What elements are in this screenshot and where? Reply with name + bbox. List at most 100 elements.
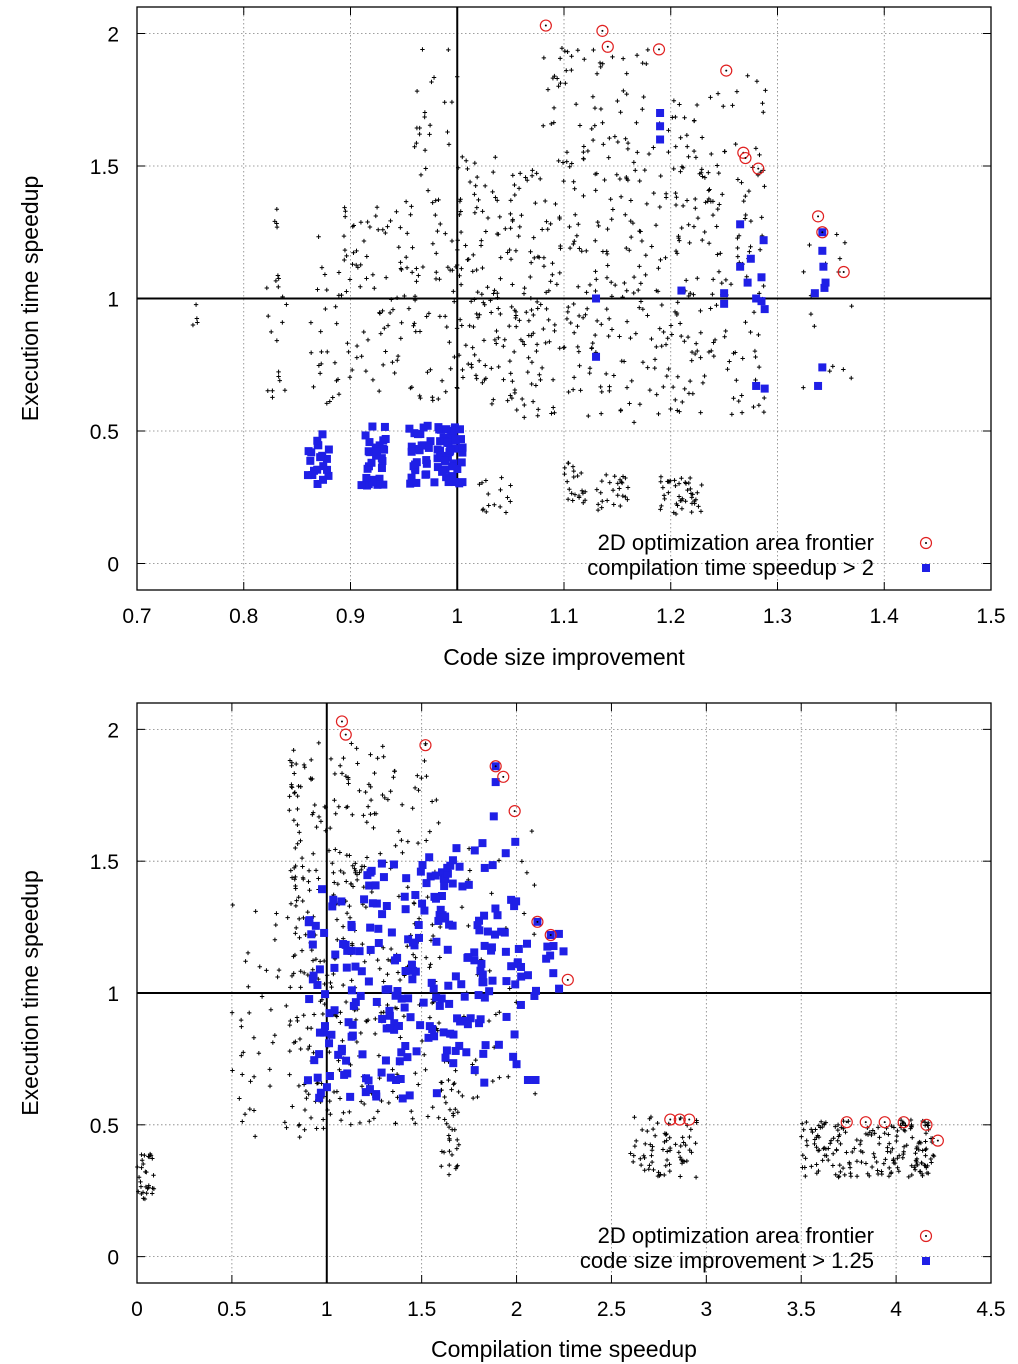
point-marker bbox=[408, 385, 413, 391]
point-marker bbox=[666, 490, 671, 495]
point-marker bbox=[689, 495, 695, 500]
point-marker bbox=[337, 763, 343, 768]
point-marker bbox=[458, 229, 464, 235]
point-marker bbox=[490, 189, 495, 195]
point-marker bbox=[817, 1148, 822, 1153]
point-marker bbox=[467, 323, 472, 328]
point-marker bbox=[276, 967, 282, 973]
highlight-marker bbox=[366, 868, 375, 877]
point-marker bbox=[565, 309, 571, 315]
frontier-point bbox=[883, 1121, 886, 1124]
highlight-marker bbox=[347, 1032, 356, 1041]
point-marker bbox=[298, 985, 303, 990]
point-marker bbox=[264, 285, 270, 291]
point-marker bbox=[575, 324, 580, 329]
highlight-marker bbox=[424, 1033, 433, 1042]
highlight-marker bbox=[497, 927, 506, 936]
point-marker bbox=[705, 199, 710, 204]
point-marker bbox=[414, 125, 420, 131]
point-marker bbox=[494, 328, 499, 334]
highlight-marker bbox=[356, 991, 365, 1000]
point-marker bbox=[330, 395, 335, 400]
point-marker bbox=[612, 134, 618, 139]
highlight-marker bbox=[464, 953, 473, 962]
point-marker bbox=[581, 500, 586, 505]
point-marker bbox=[498, 255, 503, 260]
highlight-marker bbox=[531, 1076, 540, 1084]
point-marker bbox=[389, 297, 394, 302]
point-marker bbox=[498, 311, 503, 317]
point-marker bbox=[320, 1011, 326, 1017]
point-marker bbox=[923, 1131, 929, 1136]
point-marker bbox=[800, 1121, 805, 1126]
point-marker bbox=[604, 275, 610, 280]
point-marker bbox=[531, 312, 536, 318]
point-marker bbox=[463, 158, 469, 163]
highlight-marker bbox=[444, 476, 453, 485]
highlight-marker bbox=[362, 473, 371, 482]
point-marker bbox=[455, 1110, 461, 1115]
point-marker bbox=[247, 1106, 253, 1112]
highlight-marker bbox=[473, 921, 482, 930]
point-marker bbox=[376, 388, 382, 394]
highlight-marker bbox=[423, 421, 432, 430]
point-marker bbox=[536, 255, 542, 260]
point-marker bbox=[284, 1003, 289, 1009]
point-marker bbox=[695, 215, 701, 221]
highlight-marker bbox=[357, 481, 366, 490]
x-tick-label: 1 bbox=[451, 605, 463, 628]
point-marker bbox=[322, 981, 327, 987]
point-marker bbox=[699, 167, 704, 172]
point-marker bbox=[350, 884, 356, 889]
highlight-marker bbox=[479, 1049, 488, 1058]
point-marker bbox=[678, 135, 683, 140]
point-marker bbox=[546, 317, 551, 323]
point-marker bbox=[237, 1096, 242, 1101]
highlight-marker bbox=[407, 473, 416, 482]
point-marker bbox=[854, 1137, 860, 1143]
point-marker bbox=[599, 478, 605, 484]
point-marker bbox=[452, 354, 457, 360]
point-marker bbox=[914, 1146, 919, 1151]
point-marker bbox=[354, 877, 360, 883]
point-marker bbox=[395, 358, 400, 363]
y-tick-label: 1.5 bbox=[90, 851, 119, 874]
highlight-marker bbox=[374, 924, 383, 933]
point-marker bbox=[751, 310, 757, 315]
point-marker bbox=[373, 1016, 378, 1022]
point-marker bbox=[592, 123, 597, 128]
point-marker bbox=[565, 49, 570, 55]
point-marker bbox=[439, 1149, 445, 1154]
point-marker bbox=[316, 740, 321, 746]
point-marker bbox=[753, 354, 758, 360]
point-marker bbox=[756, 364, 762, 370]
point-marker bbox=[402, 293, 407, 299]
point-marker bbox=[435, 228, 440, 234]
point-marker bbox=[459, 323, 464, 328]
highlight-marker bbox=[385, 1006, 394, 1015]
point-marker bbox=[473, 183, 478, 188]
point-marker bbox=[341, 870, 346, 876]
point-marker bbox=[272, 219, 277, 224]
highlight-marker bbox=[510, 902, 519, 911]
point-marker bbox=[293, 931, 298, 936]
point-marker bbox=[598, 411, 604, 416]
point-marker bbox=[415, 840, 421, 846]
point-marker bbox=[344, 911, 350, 916]
highlight-marker bbox=[501, 947, 510, 956]
frontier-marker bbox=[859, 1116, 872, 1129]
point-marker bbox=[913, 1150, 918, 1156]
point-marker bbox=[834, 232, 839, 237]
point-marker bbox=[534, 299, 540, 305]
point-marker bbox=[561, 178, 566, 184]
y-tick-label: 0 bbox=[107, 1247, 119, 1270]
point-marker bbox=[413, 1121, 418, 1126]
point-marker bbox=[150, 1186, 155, 1191]
point-marker bbox=[489, 366, 494, 371]
point-marker bbox=[380, 308, 385, 314]
point-marker bbox=[601, 142, 606, 147]
point-marker bbox=[280, 294, 285, 300]
point-marker bbox=[659, 302, 665, 308]
point-marker bbox=[696, 504, 701, 509]
point-marker bbox=[417, 131, 422, 137]
